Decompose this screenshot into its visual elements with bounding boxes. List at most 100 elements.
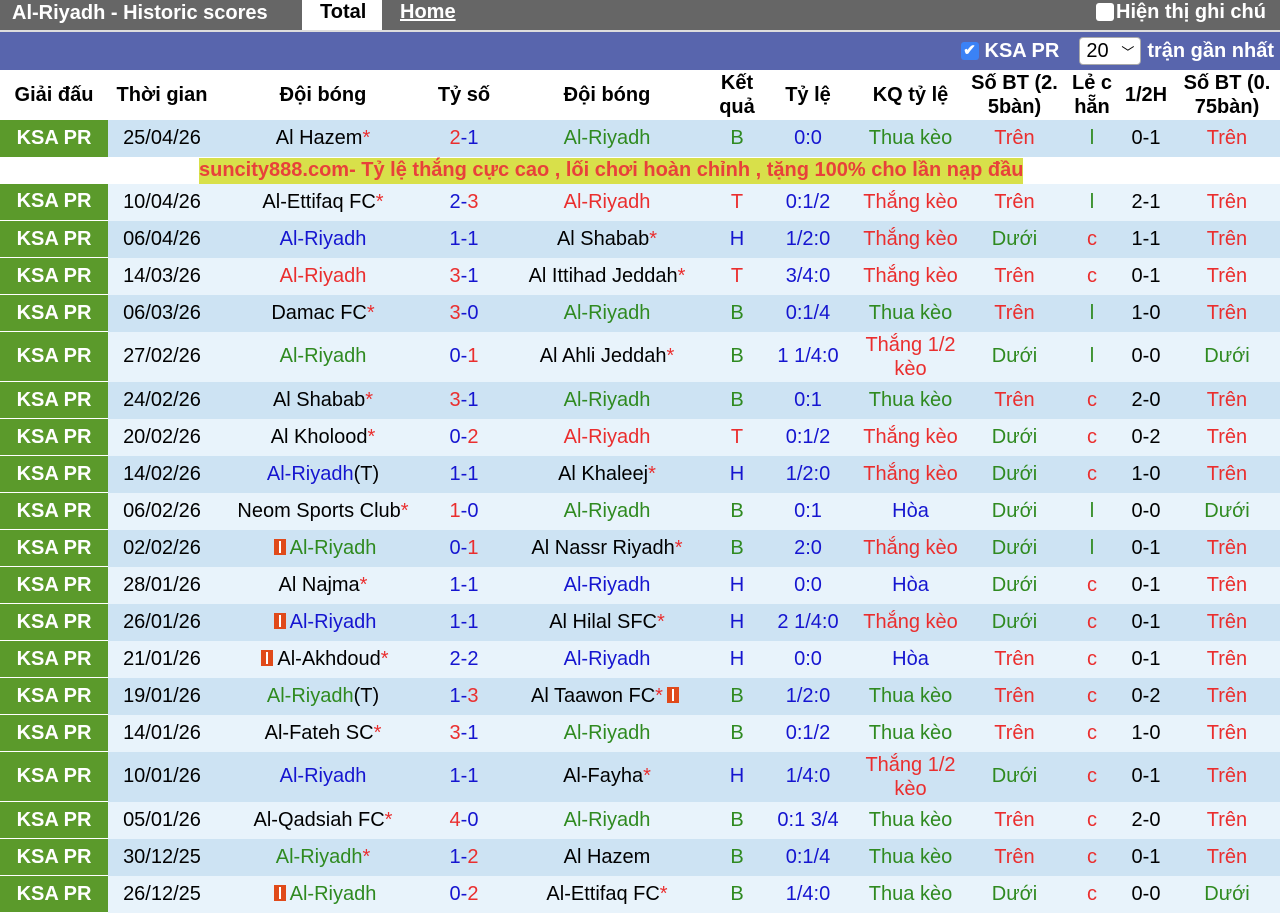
table-row[interactable]: KSA PR 10/04/26 Al-Ettifaq FC* 2-3 Al-Riyadh… <box>0 183 1280 221</box>
away-team-cell[interactable]: Al-Riyadh <box>498 183 716 221</box>
home-team-cell[interactable]: Al-Akhdoud* <box>216 640 430 678</box>
away-team-cell[interactable]: Al-Riyadh <box>498 381 716 419</box>
league-cell[interactable]: KSA PR <box>0 257 108 295</box>
table-row[interactable]: KSA PR 06/03/26 Damac FC* 3-0 Al-Riyadh B 0:1/… <box>0 294 1280 332</box>
team-name: Al Shabab <box>272 388 366 411</box>
league-cell[interactable]: KSA PR <box>0 838 108 876</box>
league-cell[interactable]: KSA PR <box>0 566 108 604</box>
table-row[interactable]: KSA PR 28/01/26 Al Najma* 1-1 Al-Riyadh H 0:0 H… <box>0 566 1280 604</box>
home-team-cell[interactable]: Al-Riyadh <box>216 220 430 258</box>
league-cell[interactable]: KSA PR <box>0 418 108 456</box>
home-team-cell[interactable]: Al Kholood* <box>216 418 430 456</box>
table-row[interactable]: KSA PR 14/03/26 Al-Riyadh 3-1 Al Ittihad Jed… <box>0 257 1280 295</box>
table-row[interactable]: KSA PR 25/04/26 Al Hazem* 2-1 Al-Riyadh B 0:0 T… <box>0 120 1280 158</box>
table-row[interactable]: KSA PR 05/01/26 Al-Qadsiah FC* 4-0 Al-Riyadh… <box>0 801 1280 839</box>
table-row[interactable]: KSA PR 02/02/26 Al-Riyadh 0-1 Al Nassr Riyad… <box>0 529 1280 567</box>
league-cell[interactable]: KSA PR <box>0 714 108 752</box>
away-team-cell[interactable]: Al-Ettifaq FC* <box>498 875 716 913</box>
away-team-cell[interactable]: Al-Riyadh <box>498 120 716 157</box>
table-row[interactable]: KSA PR 10/01/26 Al-Riyadh 1-1 Al-Fayha* H 1/4:… <box>0 751 1280 802</box>
league-cell[interactable]: KSA PR <box>0 455 108 493</box>
goals-0-75-cell: Dưới <box>1174 875 1280 913</box>
tab-total[interactable]: Total <box>302 0 382 30</box>
home-team-cell[interactable]: Al-Riyadh <box>216 257 430 295</box>
odds-result-cell: Thua kèo <box>858 294 963 332</box>
show-notes-checkbox[interactable] <box>1096 3 1114 21</box>
league-cell[interactable]: KSA PR <box>0 120 108 158</box>
home-team-cell[interactable]: Al-Riyadh(T) <box>216 455 430 493</box>
league-cell[interactable]: KSA PR <box>0 331 108 382</box>
home-team-cell[interactable]: Al-Riyadh* <box>216 838 430 876</box>
away-team-cell[interactable]: Al Taawon FC* <box>498 677 716 715</box>
table-row[interactable]: KSA PR 30/12/25 Al-Riyadh* 1-2 Al Hazem B 0:1/… <box>0 838 1280 876</box>
league-cell[interactable]: KSA PR <box>0 220 108 258</box>
show-notes-toggle[interactable]: Hiện thị ghi chú <box>1096 0 1266 24</box>
home-team-cell[interactable]: Al-Riyadh <box>216 529 430 567</box>
league-cell[interactable]: KSA PR <box>0 294 108 332</box>
tab-home[interactable]: Home <box>400 1 456 23</box>
league-cell[interactable]: KSA PR <box>0 801 108 839</box>
away-team-cell[interactable]: Al-Fayha* <box>498 751 716 802</box>
league-cell[interactable]: KSA PR <box>0 640 108 678</box>
table-row[interactable]: KSA PR 21/01/26 Al-Akhdoud* 2-2 Al-Riyadh H 0:… <box>0 640 1280 678</box>
home-team-cell[interactable]: Al-Riyadh <box>216 751 430 802</box>
home-team-cell[interactable]: Al-Riyadh(T) <box>216 677 430 715</box>
table-row[interactable]: KSA PR 26/01/26 Al-Riyadh 1-1 Al Hilal SFC* H… <box>0 603 1280 641</box>
home-team-cell[interactable]: Al-Qadsiah FC* <box>216 801 430 839</box>
home-team-cell[interactable]: Al-Fateh SC* <box>216 714 430 752</box>
away-team-cell[interactable]: Al-Riyadh <box>498 801 716 839</box>
table-row[interactable]: KSA PR 24/02/26 Al Shabab* 3-1 Al-Riyadh B 0:1… <box>0 381 1280 419</box>
table-row[interactable]: KSA PR 06/02/26 Neom Sports Club* 1-0 Al-Riy… <box>0 492 1280 530</box>
away-team-cell[interactable]: Al-Riyadh <box>498 294 716 332</box>
league-cell[interactable]: KSA PR <box>0 875 108 913</box>
home-team-cell[interactable]: Al Shabab* <box>216 381 430 419</box>
away-team-cell[interactable]: Al Hilal SFC* <box>498 603 716 641</box>
away-team-cell[interactable]: Al-Riyadh <box>498 492 716 530</box>
team-name: Al-Riyadh <box>266 684 354 707</box>
league-cell[interactable]: KSA PR <box>0 677 108 715</box>
ad-row[interactable]: suncity888.com- Tỷ lệ thắng cực cao , lố… <box>0 157 1280 184</box>
away-team-cell[interactable]: Al-Riyadh <box>498 714 716 752</box>
table-row[interactable]: KSA PR 14/01/26 Al-Fateh SC* 3-1 Al-Riyadh B 0… <box>0 714 1280 752</box>
away-team-cell[interactable]: Al Khaleej* <box>498 455 716 493</box>
home-team-cell[interactable]: Al-Ettifaq FC* <box>216 183 430 221</box>
odds-cell: 0:1/2 <box>758 714 858 752</box>
result-cell: H <box>716 640 758 678</box>
league-cell[interactable]: KSA PR <box>0 183 108 221</box>
away-team-cell[interactable]: Al-Riyadh <box>498 418 716 456</box>
home-team-cell[interactable]: Al Najma* <box>216 566 430 604</box>
date-cell: 02/02/26 <box>108 529 216 567</box>
away-team-cell[interactable]: Al Nassr Riyadh* <box>498 529 716 567</box>
home-team-cell[interactable]: Neom Sports Club* <box>216 492 430 530</box>
away-team-cell[interactable]: Al Shabab* <box>498 220 716 258</box>
score-cell: 3-1 <box>430 714 498 752</box>
column-header-league: Giải đấu <box>0 70 108 120</box>
home-team-cell[interactable]: Al Hazem* <box>216 120 430 157</box>
match-count-select[interactable]: 20 ﹀ <box>1079 37 1142 65</box>
away-team-cell[interactable]: Al-Riyadh <box>498 566 716 604</box>
table-row[interactable]: KSA PR 20/02/26 Al Kholood* 0-2 Al-Riyadh T 0:… <box>0 418 1280 456</box>
table-row[interactable]: KSA PR 27/02/26 Al-Riyadh 0-1 Al Ahli Jeddah… <box>0 331 1280 382</box>
half-time-cell: 1-0 <box>1118 294 1174 332</box>
home-team-cell[interactable]: Al-Riyadh <box>216 875 430 913</box>
league-cell[interactable]: KSA PR <box>0 492 108 530</box>
league-cell[interactable]: KSA PR <box>0 603 108 641</box>
league-cell[interactable]: KSA PR <box>0 381 108 419</box>
league-cell[interactable]: KSA PR <box>0 751 108 802</box>
away-team-cell[interactable]: Al-Riyadh <box>498 640 716 678</box>
away-team-cell[interactable]: Al Ittihad Jeddah* <box>498 257 716 295</box>
table-row[interactable]: KSA PR 26/12/25 Al-Riyadh 0-2 Al-Ettifaq FC*… <box>0 875 1280 913</box>
home-team-cell[interactable]: Al-Riyadh <box>216 603 430 641</box>
league-checkbox[interactable]: ✔ <box>960 42 979 60</box>
table-row[interactable]: KSA PR 19/01/26 Al-Riyadh(T) 1-3 Al Taawon F… <box>0 677 1280 715</box>
table-row[interactable]: KSA PR 14/02/26 Al-Riyadh(T) 1-1 Al Khaleej*… <box>0 455 1280 493</box>
ad-banner-link[interactable]: suncity888.com- Tỷ lệ thắng cực cao , lố… <box>199 157 1024 184</box>
away-team-cell[interactable]: Al Hazem <box>498 838 716 876</box>
league-cell[interactable]: KSA PR <box>0 529 108 567</box>
home-team-cell[interactable]: Al-Riyadh <box>216 331 430 382</box>
table-row[interactable]: KSA PR 06/04/26 Al-Riyadh 1-1 Al Shabab* H 1/2… <box>0 220 1280 258</box>
ad-cell[interactable]: suncity888.com- Tỷ lệ thắng cực cao , lố… <box>0 157 1280 184</box>
home-team-cell[interactable]: Damac FC* <box>216 294 430 332</box>
half-time-cell: 1-0 <box>1118 455 1174 493</box>
away-team-cell[interactable]: Al Ahli Jeddah* <box>498 331 716 382</box>
